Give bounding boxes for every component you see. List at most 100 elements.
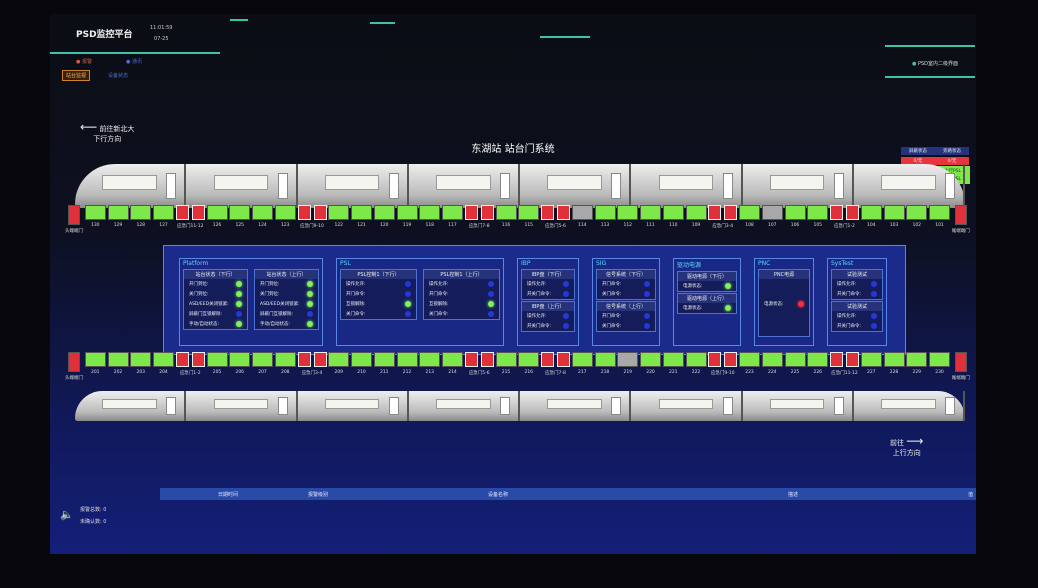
- emergency-door-pair[interactable]: 应急门1-2: [830, 205, 859, 229]
- platform-door[interactable]: 124: [252, 205, 273, 228]
- platform-door[interactable]: 121: [351, 205, 372, 228]
- platform-door[interactable]: 203: [130, 352, 152, 375]
- emergency-door-pair[interactable]: 应急门5-6: [541, 205, 570, 229]
- platform-door[interactable]: 104: [860, 205, 882, 228]
- col-device[interactable]: 设备名称: [488, 491, 509, 498]
- platform-door[interactable]: 123: [274, 205, 296, 228]
- device-status-button[interactable]: 设备状态: [108, 73, 129, 79]
- emergency-door-pair[interactable]: 应急门7-8: [464, 205, 494, 229]
- emergency-door-pair[interactable]: 应急门9-10: [708, 352, 738, 376]
- platform-door[interactable]: 214: [442, 352, 463, 375]
- platform-door[interactable]: 224: [761, 352, 783, 375]
- platform-door[interactable]: 112: [617, 205, 639, 228]
- emergency-door-pair[interactable]: 应急门5-6: [464, 352, 494, 376]
- emergency-door-pair[interactable]: 应急门9-10: [297, 205, 327, 229]
- platform-door[interactable]: 109: [685, 205, 707, 228]
- platform-door[interactable]: 227: [860, 352, 882, 375]
- platform-door[interactable]: 204: [153, 352, 174, 375]
- platform-door[interactable]: 216: [518, 352, 540, 375]
- platform-monitor-button[interactable]: 站台监视: [62, 70, 91, 81]
- platform-door[interactable]: 229: [906, 352, 928, 375]
- col-datetime[interactable]: 日期时间: [218, 491, 239, 498]
- box-header: 驱动电源（上行）: [678, 294, 736, 303]
- platform-door[interactable]: 122: [328, 205, 350, 228]
- status-led-green: [488, 301, 494, 307]
- speaker-icon[interactable]: 🔈: [60, 508, 74, 521]
- platform-door[interactable]: 120: [373, 205, 395, 228]
- platform-door[interactable]: 119: [396, 205, 418, 228]
- platform-door[interactable]: 225: [784, 352, 806, 375]
- platform-door[interactable]: 208: [274, 352, 296, 375]
- door-leaf-green: [373, 352, 395, 367]
- platform-door[interactable]: 207: [252, 352, 273, 375]
- platform-door[interactable]: 213: [419, 352, 441, 375]
- platform-door[interactable]: 209: [328, 352, 350, 375]
- emergency-door-pair[interactable]: 应急门1-2: [175, 352, 205, 376]
- emergency-door-pair[interactable]: 应急门11-12: [175, 205, 205, 229]
- platform-door[interactable]: 126: [206, 205, 228, 228]
- platform-door[interactable]: 108: [739, 205, 760, 228]
- end-door-left[interactable]: 头端端门: [65, 205, 83, 234]
- platform-door[interactable]: 101: [929, 205, 950, 228]
- emergency-door-pair[interactable]: 应急门3-4: [297, 352, 327, 376]
- col-level[interactable]: 报警级别: [308, 491, 329, 498]
- door-number: 220: [646, 370, 655, 375]
- panel-box: PNC电源 电源状态:: [758, 269, 810, 337]
- platform-door[interactable]: 217: [571, 352, 593, 375]
- car-door: [500, 172, 510, 200]
- platform-door[interactable]: 107: [761, 205, 783, 228]
- platform-door[interactable]: 230: [929, 352, 950, 375]
- door-number: 111: [646, 223, 655, 228]
- end-door-right[interactable]: 尾端端门: [952, 352, 970, 381]
- platform-door[interactable]: 117: [442, 205, 463, 228]
- alarm-indicator[interactable]: ● 报警: [76, 59, 92, 65]
- platform-door[interactable]: 219: [617, 352, 639, 375]
- emergency-door-pair[interactable]: 应急门11-12: [830, 352, 859, 376]
- platform-door[interactable]: 228: [883, 352, 905, 375]
- end-door-left[interactable]: 头端端门: [65, 352, 83, 381]
- platform-door[interactable]: 202: [107, 352, 129, 375]
- platform-door[interactable]: 201: [84, 352, 106, 375]
- comm-indicator[interactable]: ● 通讯: [126, 59, 142, 65]
- status-label: 开门命令:: [346, 292, 366, 297]
- platform-door[interactable]: 223: [739, 352, 760, 375]
- platform-door[interactable]: 130: [84, 205, 106, 228]
- platform-door[interactable]: 222: [685, 352, 707, 375]
- end-door-right[interactable]: 尾端端门: [952, 205, 970, 234]
- col-desc[interactable]: 描述: [788, 491, 799, 498]
- platform-door[interactable]: 110: [662, 205, 684, 228]
- platform-door[interactable]: 215: [495, 352, 517, 375]
- platform-door[interactable]: 212: [396, 352, 418, 375]
- platform-door[interactable]: 127: [153, 205, 174, 228]
- platform-door[interactable]: 116: [495, 205, 517, 228]
- platform-door[interactable]: 114: [571, 205, 593, 228]
- platform-door[interactable]: 115: [518, 205, 540, 228]
- right-nav[interactable]: ● PSD室内二级界面: [912, 60, 958, 67]
- emergency-door-pair[interactable]: 应急门3-4: [708, 205, 738, 229]
- car-window: [881, 398, 936, 409]
- box-header: PSL控制1（上行）: [424, 270, 499, 279]
- platform-door[interactable]: 118: [419, 205, 441, 228]
- emergency-door-pair[interactable]: 应急门7-8: [541, 352, 570, 376]
- platform-door[interactable]: 106: [784, 205, 806, 228]
- platform-door[interactable]: 125: [229, 205, 251, 228]
- platform-door[interactable]: 206: [229, 352, 251, 375]
- platform-door[interactable]: 211: [373, 352, 395, 375]
- door-number: 202: [113, 370, 123, 375]
- status-row: ASD/EED关闭锁紧:: [255, 299, 318, 309]
- platform-door[interactable]: 218: [594, 352, 616, 375]
- platform-door[interactable]: 103: [883, 205, 905, 228]
- platform-door[interactable]: 128: [130, 205, 152, 228]
- platform-door[interactable]: 113: [594, 205, 616, 228]
- platform-door[interactable]: 221: [662, 352, 684, 375]
- platform-door[interactable]: 205: [206, 352, 228, 375]
- platform-door[interactable]: 226: [807, 352, 829, 375]
- platform-door[interactable]: 210: [351, 352, 372, 375]
- platform-door[interactable]: 220: [640, 352, 661, 375]
- col-value[interactable]: 值: [968, 491, 974, 498]
- door-number: 219: [623, 370, 633, 375]
- platform-door[interactable]: 105: [807, 205, 829, 228]
- platform-door[interactable]: 129: [107, 205, 129, 228]
- platform-door[interactable]: 102: [906, 205, 928, 228]
- platform-door[interactable]: 111: [640, 205, 661, 228]
